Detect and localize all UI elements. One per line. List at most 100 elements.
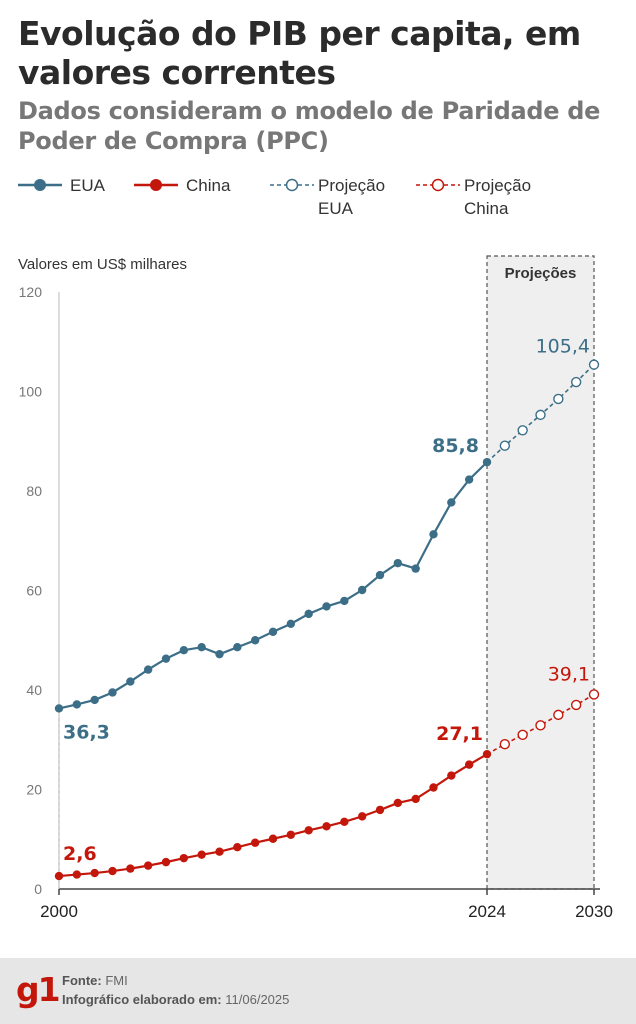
data-point-china-2021: [429, 783, 438, 792]
data-label-projection-china-2030: 39,1: [548, 663, 590, 685]
data-point-china-2005: [143, 861, 153, 870]
x-tick-label-2024: 2024: [468, 902, 506, 921]
data-point-projection-usa-2026: [517, 425, 528, 436]
data-point-projection-usa-2025: [499, 440, 511, 451]
data-point-projection-usa-2029: [570, 376, 582, 388]
chart-legend: EUA China Projeção EUA Projeção China: [16, 174, 626, 222]
data-point-usa-2013: [286, 619, 296, 629]
data-point-china-2006: [161, 857, 171, 867]
data-point-china-2020: [411, 794, 420, 804]
data-point-usa-2015: [322, 602, 331, 611]
data-point-projection-china-2025: [499, 739, 511, 750]
y-tick-label-80: 80: [26, 483, 42, 499]
footer-source-value: FMI: [105, 973, 128, 988]
y-axis-label: Valores em US$ milhares: [18, 256, 187, 273]
data-point-usa-2024: [482, 457, 492, 467]
data-point-projection-china-2028: [553, 709, 564, 721]
data-point-china-2009: [215, 847, 224, 856]
g1-logo: g1: [16, 970, 61, 1009]
data-point-usa-2010: [233, 643, 242, 652]
y-tick-label-60: 60: [26, 583, 42, 599]
data-point-china-2003: [108, 866, 117, 876]
footer: g1 Fonte: FMI Infográfico elaborado em: …: [0, 958, 636, 1024]
data-point-usa-2008: [197, 643, 206, 652]
data-point-usa-2009: [215, 649, 224, 659]
data-point-usa-2021: [429, 530, 438, 539]
data-point-usa-2007: [179, 646, 189, 655]
data-point-china-2011: [250, 838, 260, 847]
legend-label-china: China: [186, 176, 231, 195]
data-point-china-2002: [90, 868, 99, 878]
footer-made-date: Infográfico elaborado em: 11/06/2025: [62, 992, 289, 1007]
data-point-usa-2023: [464, 475, 474, 484]
legend-swatch-projection-china: [416, 178, 460, 192]
x-tick-label-2030: 2030: [575, 902, 613, 921]
y-tick-label-0: 0: [34, 881, 42, 897]
series-line-china: [58, 753, 488, 878]
data-point-usa-2002: [90, 695, 99, 705]
data-point-projection-china-2026: [517, 729, 528, 740]
data-point-china-2012: [268, 834, 278, 843]
data-point-usa-2014: [304, 609, 313, 619]
data-point-projection-usa-2027: [535, 409, 546, 421]
footer-made-value: 11/06/2025: [225, 992, 290, 1007]
data-point-usa-2005: [143, 665, 153, 674]
footer-source-label: Fonte:: [62, 973, 102, 988]
legend-swatch-china: [134, 179, 178, 191]
data-point-china-2014: [304, 826, 313, 835]
data-point-usa-2012: [268, 627, 278, 636]
data-point-usa-2003: [108, 688, 117, 697]
data-point-china-2000: [54, 871, 64, 881]
y-tick-label-120: 120: [19, 284, 43, 300]
data-point-usa-2017: [357, 585, 367, 595]
data-point-china-2004: [126, 864, 135, 873]
data-point-usa-2011: [250, 636, 260, 645]
data-point-china-2013: [286, 830, 296, 839]
data-point-china-2022: [447, 771, 456, 780]
data-point-china-2017: [357, 812, 367, 821]
y-tick-label-100: 100: [19, 384, 43, 400]
data-point-usa-2020: [411, 564, 420, 573]
data-label-usa-2024: 85,8: [432, 435, 479, 457]
legend-swatch-usa: [18, 179, 62, 191]
data-point-china-2001: [72, 870, 82, 879]
data-label-projection-usa-2030: 105,4: [536, 336, 590, 358]
legend-label-usa: EUA: [70, 176, 105, 195]
data-point-usa-2006: [161, 654, 171, 663]
data-point-china-2007: [179, 853, 189, 863]
data-point-usa-2004: [126, 677, 135, 686]
footer-made-label: Infográfico elaborado em:: [62, 992, 222, 1007]
data-point-china-2008: [197, 850, 206, 859]
data-point-usa-2018: [375, 570, 385, 580]
y-tick-label-40: 40: [26, 682, 42, 698]
data-point-usa-2016: [340, 596, 349, 606]
data-point-china-2023: [464, 760, 474, 769]
projection-region-label: Projeções: [505, 265, 577, 282]
data-point-china-2010: [233, 843, 242, 852]
series-line-usa: [58, 461, 488, 710]
data-label-usa-2000: 36,3: [63, 721, 110, 743]
data-point-projection-china-2029: [570, 699, 582, 711]
data-point-usa-2022: [447, 498, 456, 507]
legend-swatch-projection-usa: [270, 178, 314, 192]
data-point-china-2016: [340, 817, 349, 827]
line-chart: Projeções Valores em US$ milhares 0 20 40 60 8…: [18, 255, 613, 921]
data-point-china-2018: [375, 805, 385, 815]
y-tick-label-20: 20: [26, 782, 42, 798]
data-point-china-2019: [393, 798, 403, 808]
data-label-china-2000: 2,6: [63, 843, 97, 865]
data-point-china-2015: [322, 822, 331, 831]
data-point-projection-china-2030: [588, 689, 600, 700]
data-point-usa-2001: [72, 700, 82, 709]
chart-subtitle: Dados consideram o modelo de Paridade de…: [18, 97, 601, 155]
data-point-projection-china-2027: [535, 720, 546, 731]
data-point-projection-usa-2030: [588, 359, 600, 370]
x-tick-label-2000: 2000: [40, 902, 78, 921]
footer-source: Fonte: FMI: [62, 973, 128, 988]
data-point-usa-2000: [54, 704, 64, 713]
data-point-usa-2019: [393, 558, 403, 568]
data-point-projection-usa-2028: [553, 393, 564, 405]
chart-title: Evolução do PIB per capita, em valores c…: [18, 14, 581, 92]
data-label-china-2024: 27,1: [436, 723, 483, 745]
legend-label-projection-usa: Projeção EUA: [318, 176, 386, 218]
